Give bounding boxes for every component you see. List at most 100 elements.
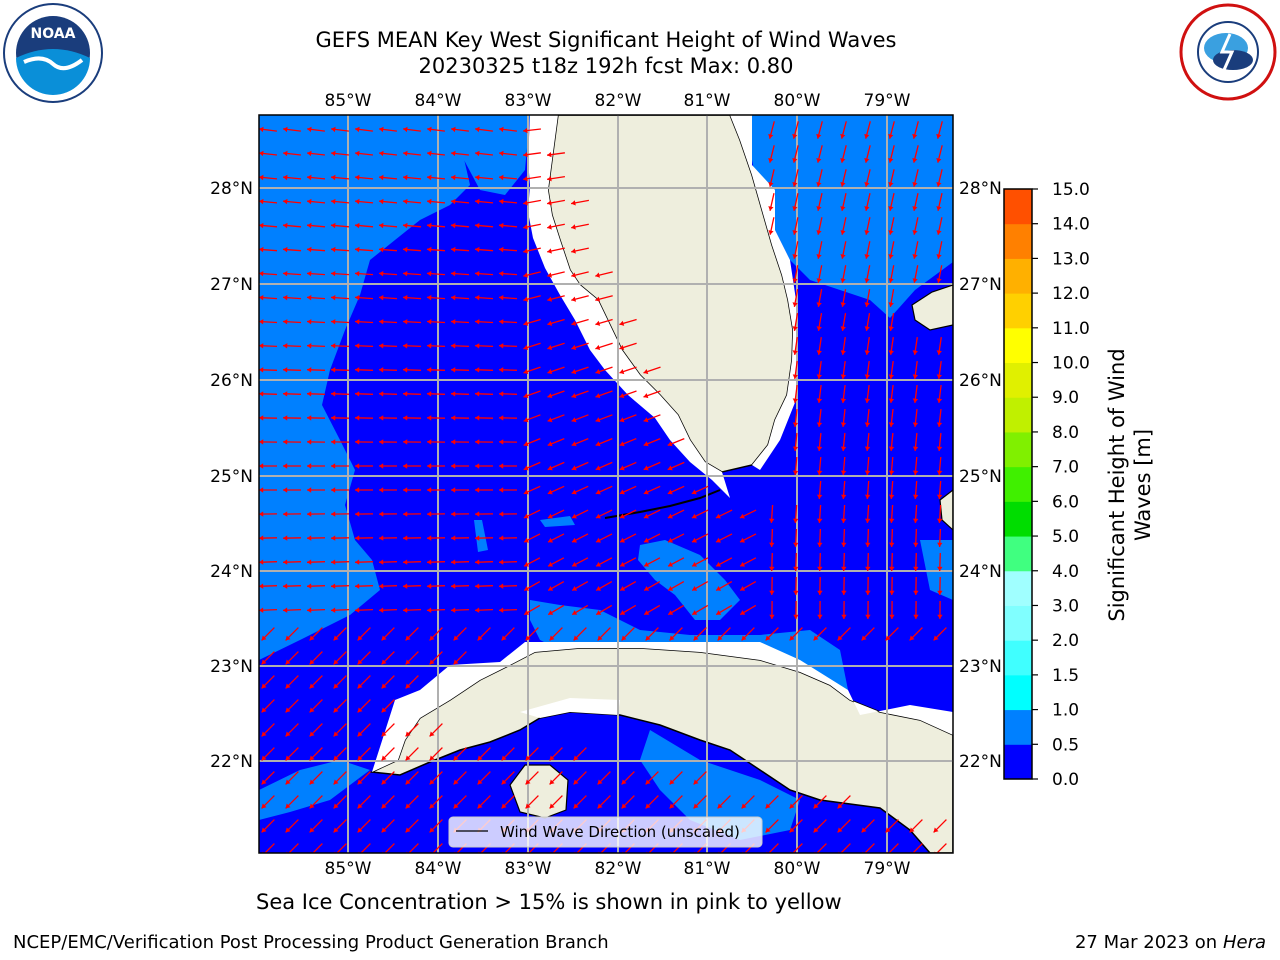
wave-direction-arrowhead: [595, 393, 601, 399]
wave-direction-arrowhead: [429, 659, 435, 665]
wave-direction-arrowhead: [816, 158, 822, 163]
wave-direction-arrowhead: [475, 535, 480, 541]
wave-direction-arrowhead: [331, 319, 336, 325]
wave-direction-arrowhead: [499, 343, 504, 349]
wave-direction-arrowhead: [619, 320, 625, 326]
wave-direction-arrowhead: [573, 635, 579, 641]
wave-direction-arrowhead: [285, 707, 291, 713]
wave-direction-arrowhead: [769, 590, 775, 595]
wave-direction-arrowhead: [451, 174, 456, 181]
wave-direction-arrowhead: [913, 494, 919, 499]
colorbar-tick-label: 7.0: [1052, 458, 1079, 478]
colorbar-label-line1: Significant Height of Wind: [1105, 348, 1129, 621]
wave-direction-arrowhead: [403, 559, 408, 565]
wave-direction-arrowhead: [669, 803, 675, 809]
wave-direction-arrowhead: [259, 583, 264, 589]
wave-direction-arrowhead: [451, 535, 456, 541]
wave-direction-arrowhead: [475, 415, 480, 421]
wave-direction-arrowhead: [283, 222, 288, 229]
cuba-interior-white: [520, 698, 620, 718]
wave-direction-arrowhead: [475, 295, 480, 301]
wave-direction-arrowhead: [740, 586, 746, 591]
colorbar-segment: [1004, 223, 1032, 259]
wave-direction-arrowhead: [765, 803, 771, 809]
wave-direction-arrowhead: [888, 206, 894, 211]
bahamas-north: [911, 284, 953, 331]
wave-direction-arrowhead: [913, 566, 919, 571]
wave-direction-arrowhead: [595, 320, 601, 326]
wave-direction-arrowhead: [715, 513, 721, 519]
wave-direction-arrow: [840, 843, 851, 853]
wave-direction-arrowhead: [548, 537, 553, 543]
wave-direction-arrowhead: [864, 230, 870, 235]
wave-direction-arrowhead: [331, 295, 336, 301]
wave-direction-arrowhead: [936, 350, 942, 355]
wave-direction-arrowhead: [499, 487, 504, 493]
wave-direction-arrowhead: [909, 635, 915, 641]
wave-direction-arrowhead: [283, 415, 288, 421]
wave-direction-arrowhead: [259, 271, 264, 277]
wave-direction-arrowhead: [595, 513, 601, 519]
wave-direction-arrowhead: [864, 302, 870, 307]
wave-direction-arrowhead: [451, 559, 456, 565]
wave-direction-arrowhead: [309, 707, 315, 713]
wave-direction-arrowhead: [499, 463, 504, 469]
colorbar-segment: [1004, 327, 1032, 364]
wave-direction-arrowhead: [643, 489, 649, 495]
wave-direction-arrowhead: [333, 683, 339, 689]
wave-direction-arrowhead: [792, 133, 798, 139]
wave-direction-arrowhead: [309, 635, 315, 641]
wave-direction-arrowhead: [285, 803, 291, 809]
wave-direction-arrowhead: [381, 779, 387, 785]
wave-direction-arrowhead: [523, 465, 529, 471]
wave-direction-arrowhead: [379, 415, 384, 421]
wave-direction-arrowhead: [357, 635, 363, 641]
wave-direction-arrowhead: [333, 635, 339, 641]
wave-direction-arrowhead: [331, 150, 336, 157]
wave-direction-arrowhead: [499, 391, 504, 397]
wave-direction-arrowhead: [817, 590, 823, 595]
wave-direction-arrowhead: [571, 200, 576, 206]
wave-direction-arrowhead: [547, 513, 553, 519]
wave-direction-arrowhead: [523, 441, 529, 447]
wave-direction-arrowhead: [888, 230, 894, 235]
wave-direction-arrowhead: [813, 635, 819, 641]
wave-direction-arrowhead: [403, 126, 408, 133]
wave-direction-arrowhead: [403, 198, 408, 205]
bahamas-east: [939, 489, 953, 531]
wave-direction-arrowhead: [523, 489, 529, 495]
wave-direction-arrowhead: [451, 126, 456, 133]
wave-direction-arrowhead: [475, 583, 480, 589]
wave-direction-arrowhead: [381, 683, 387, 689]
wave-direction-arrowhead: [475, 150, 480, 157]
wave-direction-arrowhead: [547, 441, 553, 447]
wave-direction-arrowhead: [768, 182, 774, 187]
wave-direction-arrowhead: [307, 319, 312, 325]
wave-direction-arrowhead: [596, 610, 602, 615]
wave-direction-arrowhead: [499, 367, 504, 373]
wave-direction-arrowhead: [355, 343, 360, 349]
wave-direction-arrowhead: [355, 559, 360, 565]
wave-direction-arrowhead: [936, 278, 942, 283]
wave-direction-arrowhead: [644, 561, 649, 567]
wave-direction-arrowhead: [259, 511, 264, 517]
wave-direction-arrowhead: [547, 248, 552, 254]
wave-direction-arrowhead: [716, 610, 722, 615]
wave-direction-arrowhead: [547, 224, 552, 230]
wave-direction-arrowhead: [595, 369, 601, 375]
wave-direction-arrowhead: [793, 542, 799, 547]
wave-direction-arrowhead: [259, 198, 264, 205]
wave-direction-arrowhead: [816, 254, 822, 259]
colorbar-segment: [1004, 744, 1032, 780]
wave-direction-arrowhead: [357, 755, 363, 761]
wave-direction-arrowhead: [333, 779, 339, 785]
wave-direction-arrowhead: [912, 230, 918, 235]
wave-direction-arrowhead: [668, 537, 673, 543]
wave-direction-arrowhead: [403, 319, 408, 325]
wave-direction-arrowhead: [501, 803, 507, 809]
lat-label-right: 26°N: [959, 371, 1002, 391]
wave-direction-arrowhead: [283, 150, 288, 157]
wave-direction-arrowhead: [547, 176, 552, 182]
wave-direction-arrowhead: [936, 398, 943, 403]
colorbar-segment: [1004, 674, 1032, 711]
